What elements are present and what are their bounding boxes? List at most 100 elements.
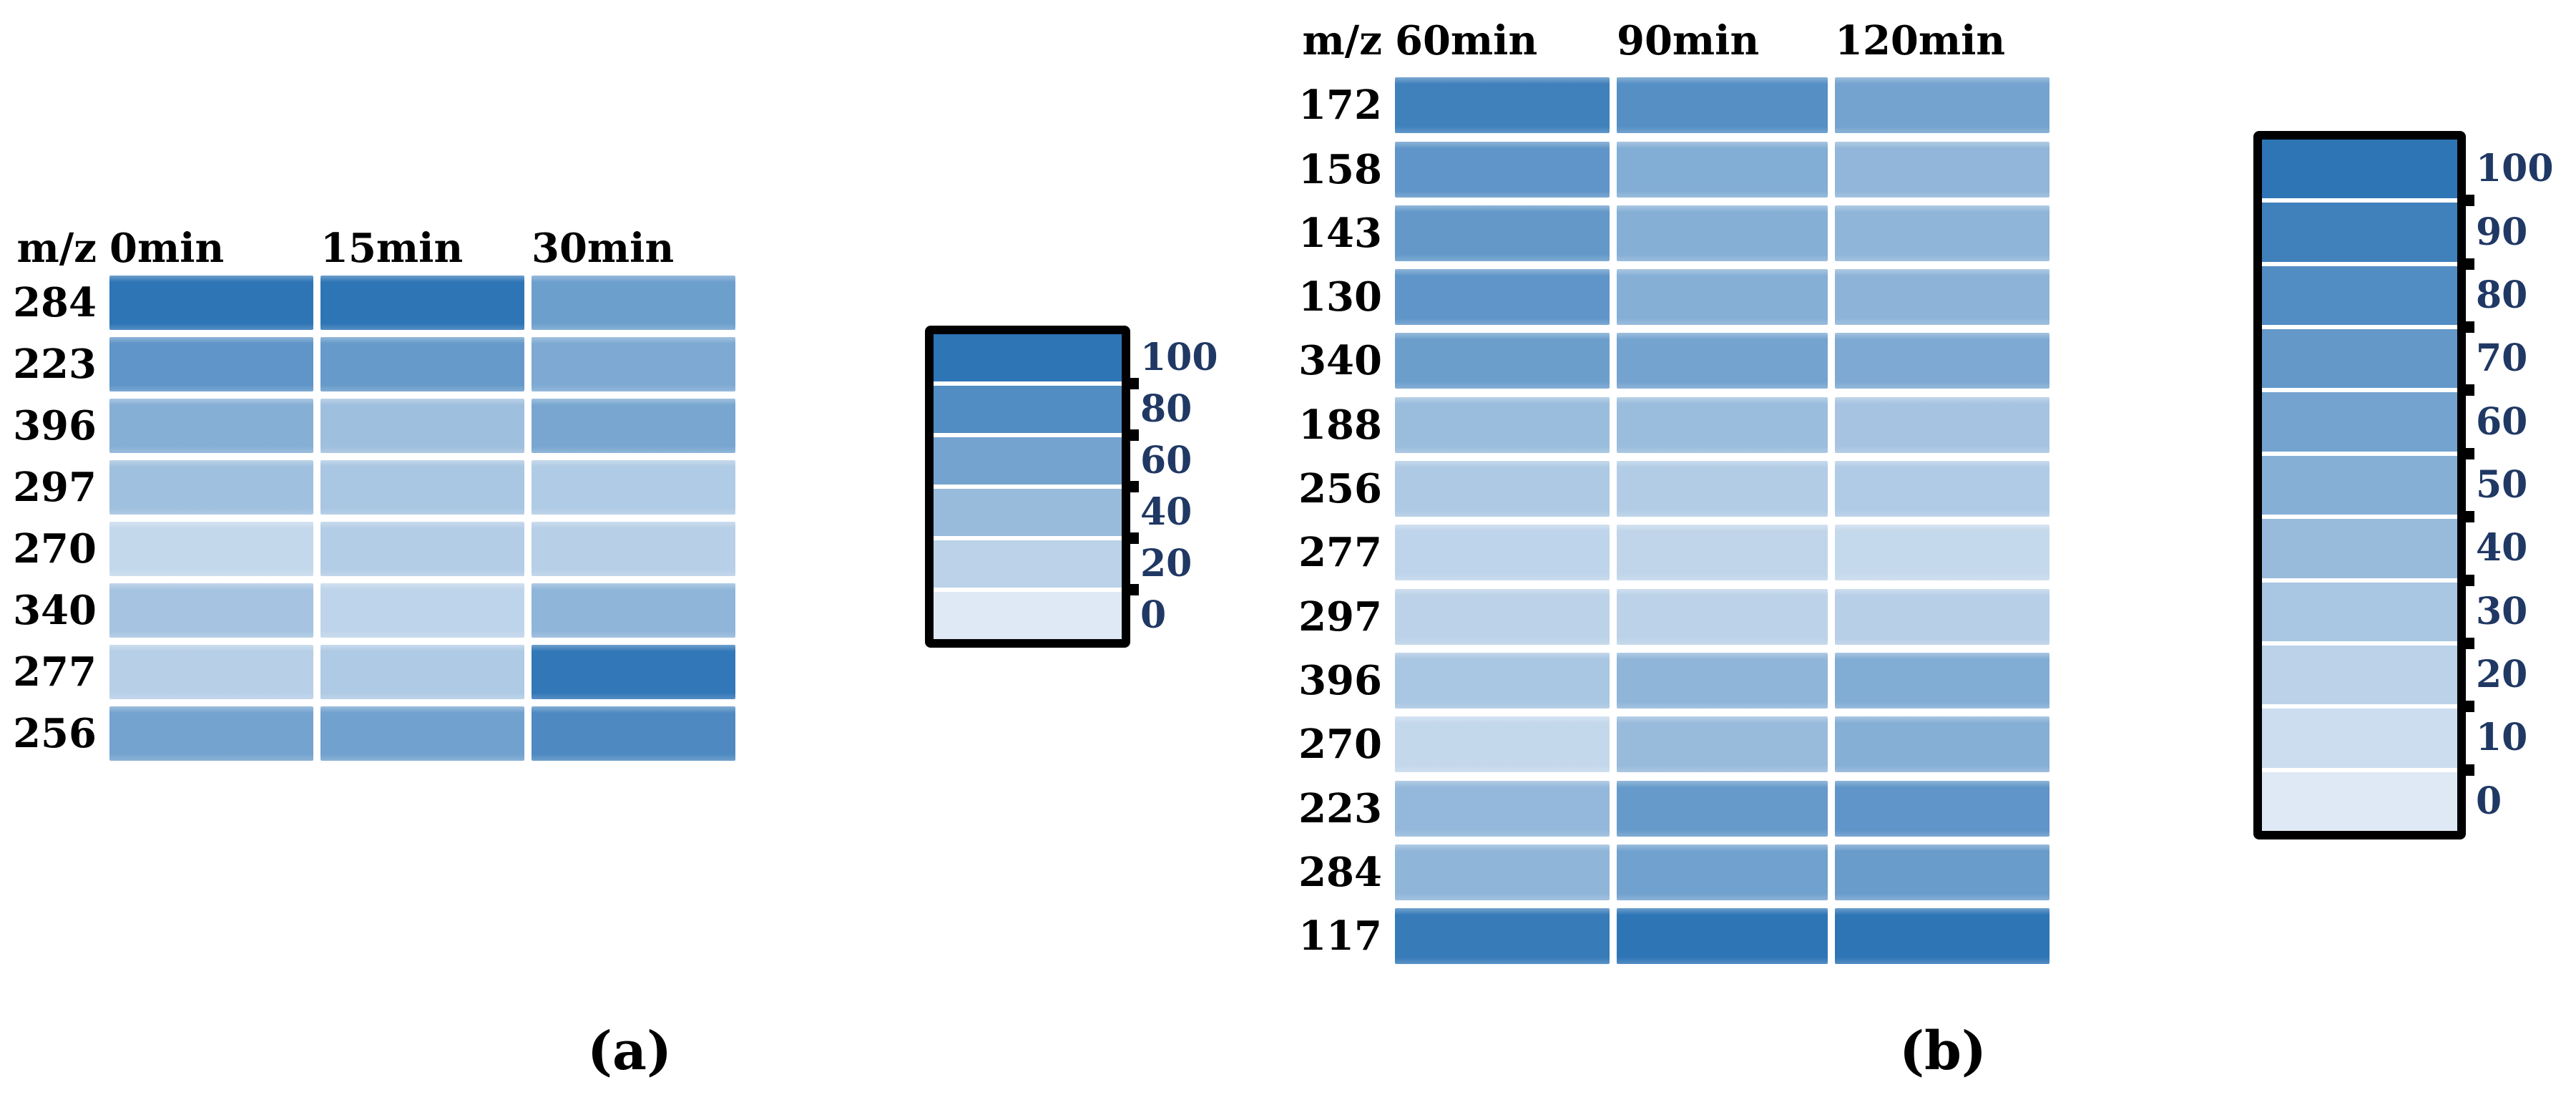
heatmap-cell-158-60min	[1395, 141, 1610, 198]
row-label-188: 188	[1298, 401, 1382, 449]
colorbar-band-10	[2262, 709, 2457, 768]
heatmap-cell-284-120min	[1835, 844, 2049, 900]
colorbar-band-100	[934, 334, 1122, 381]
row-label-284: 284	[1298, 848, 1382, 896]
heatmap-cell-277-120min	[1835, 525, 2049, 581]
colorbar-tick-label-60: 60	[1140, 439, 1192, 482]
heatmap-cell-143-60min	[1395, 205, 1610, 261]
colorbar-box	[2253, 131, 2466, 839]
row-label-297: 297	[1298, 593, 1382, 641]
row-label-256: 256	[13, 710, 97, 757]
heatmap-cell-396-120min	[1835, 652, 2049, 709]
column-header-15min: 15min	[320, 225, 464, 272]
row-label-256: 256	[1298, 465, 1382, 513]
heatmap-panel-a: m/z 0min 15min 30min 284 223 396 297 270 340 277 25…	[13, 223, 735, 761]
colorbar-tick-mark	[2459, 764, 2474, 776]
column-header-30min: 30min	[532, 225, 675, 272]
corner-label-mz: m/z	[1302, 17, 1382, 64]
heatmap-cell-396-30min	[532, 399, 735, 453]
colorbar-tick-mark	[1123, 532, 1139, 544]
heatmap-cell-130-60min	[1395, 269, 1610, 326]
heatmap-cell-270-30min	[532, 522, 735, 576]
colorbar-tick-mark	[2459, 511, 2474, 523]
corner-label-mz: m/z	[16, 225, 97, 272]
heatmap-cell-172-120min	[1835, 77, 2049, 134]
heatmap-cell-284-90min	[1617, 844, 1828, 900]
colorbar-band-0	[934, 592, 1122, 639]
heatmap-cell-158-90min	[1617, 141, 1828, 198]
colorbar-band-20	[934, 540, 1122, 588]
heatmap-cell-188-120min	[1835, 396, 2049, 453]
colorbar-box	[925, 326, 1130, 648]
heatmap-cell-340-15min	[320, 583, 524, 638]
column-header-90min: 90min	[1617, 17, 1760, 64]
heatmap-cell-340-60min	[1395, 333, 1610, 389]
colorbar-tick-mark	[1123, 584, 1139, 595]
colorbar-band-30	[2262, 582, 2457, 641]
row-label-158: 158	[1298, 145, 1382, 193]
heatmap-cell-270-15min	[320, 522, 524, 576]
colorbar-tick-mark	[2459, 321, 2474, 334]
colorbar-panel-a: 100 80 60 40 20 0	[925, 326, 1218, 648]
colorbar-tick-mark	[2459, 195, 2474, 207]
heatmap-cell-130-90min	[1617, 269, 1828, 326]
colorbar-tick-label-60: 60	[2476, 399, 2528, 444]
colorbar-tick-label-20: 20	[2476, 653, 2528, 697]
colorbar-tick-label-80: 80	[2476, 273, 2528, 317]
colorbar-tick-label-80: 80	[1140, 387, 1192, 431]
heatmap-cell-297-0min	[109, 460, 313, 515]
heatmap-cell-270-90min	[1617, 716, 1828, 773]
colorbar-tick-label-0: 0	[2476, 779, 2502, 823]
row-label-284: 284	[13, 279, 97, 326]
heatmap-cell-297-120min	[1835, 588, 2049, 645]
colorbar-tick-label-90: 90	[2476, 210, 2528, 254]
row-label-277: 277	[1298, 529, 1382, 577]
colorbar-band-80	[2262, 266, 2457, 326]
column-header-120min: 120min	[1835, 17, 2006, 64]
colorbar-band-0	[2262, 771, 2457, 831]
colorbar-tick-label-40: 40	[2476, 526, 2528, 570]
heatmap-cell-297-30min	[532, 460, 735, 515]
row-label-270: 270	[1298, 721, 1382, 769]
heatmap-cell-256-90min	[1617, 461, 1828, 517]
heatmap-cell-223-120min	[1835, 780, 2049, 837]
heatmap-cell-277-15min	[320, 645, 524, 699]
row-label-340: 340	[1298, 337, 1382, 385]
heatmap-cell-284-60min	[1395, 844, 1610, 900]
colorbar-tick-label-100: 100	[1140, 336, 1218, 379]
heatmap-panel-b: m/z 60min 90min 120min 172 158 143 130 340 188 256…	[1288, 17, 2049, 965]
row-label-172: 172	[1298, 82, 1382, 130]
heatmap-cell-284-0min	[109, 276, 313, 330]
caption-panel-a: (a)	[587, 1021, 672, 1082]
colorbar-tick-mark	[1123, 378, 1139, 389]
row-label-297: 297	[13, 464, 97, 511]
row-label-130: 130	[1298, 273, 1382, 321]
colorbar-tick-label-70: 70	[2476, 336, 2528, 381]
colorbar-band-60	[934, 437, 1122, 485]
heatmap-cell-277-0min	[109, 645, 313, 699]
row-label-270: 270	[13, 525, 97, 573]
colorbar-tick-label-40: 40	[1140, 490, 1192, 534]
colorbar-tick-mark	[1123, 429, 1139, 441]
colorbar-tick-label-50: 50	[2476, 463, 2528, 507]
heatmap-cell-223-90min	[1617, 780, 1828, 837]
heatmap-cell-117-60min	[1395, 908, 1610, 965]
colorbar-tick-label-0: 0	[1140, 593, 1167, 637]
heatmap-cell-158-120min	[1835, 141, 2049, 198]
heatmap-cell-270-60min	[1395, 716, 1610, 773]
row-label-143: 143	[1298, 209, 1382, 257]
colorbar-band-100	[2262, 140, 2457, 199]
colorbar-tick-mark	[1123, 481, 1139, 492]
colorbar-band-50	[2262, 455, 2457, 515]
heatmap-cell-396-90min	[1617, 652, 1828, 709]
colorbar-band-80	[934, 386, 1122, 433]
colorbar-tick-mark	[2459, 574, 2474, 586]
column-header-60min: 60min	[1395, 17, 1538, 64]
heatmap-cell-256-0min	[109, 706, 313, 761]
colorbar-tick-label-30: 30	[2476, 589, 2528, 633]
heatmap-cell-117-120min	[1835, 908, 2049, 965]
heatmap-cell-256-15min	[320, 706, 524, 761]
colorbar-band-40	[934, 489, 1122, 536]
heatmap-cell-277-30min	[532, 645, 735, 699]
